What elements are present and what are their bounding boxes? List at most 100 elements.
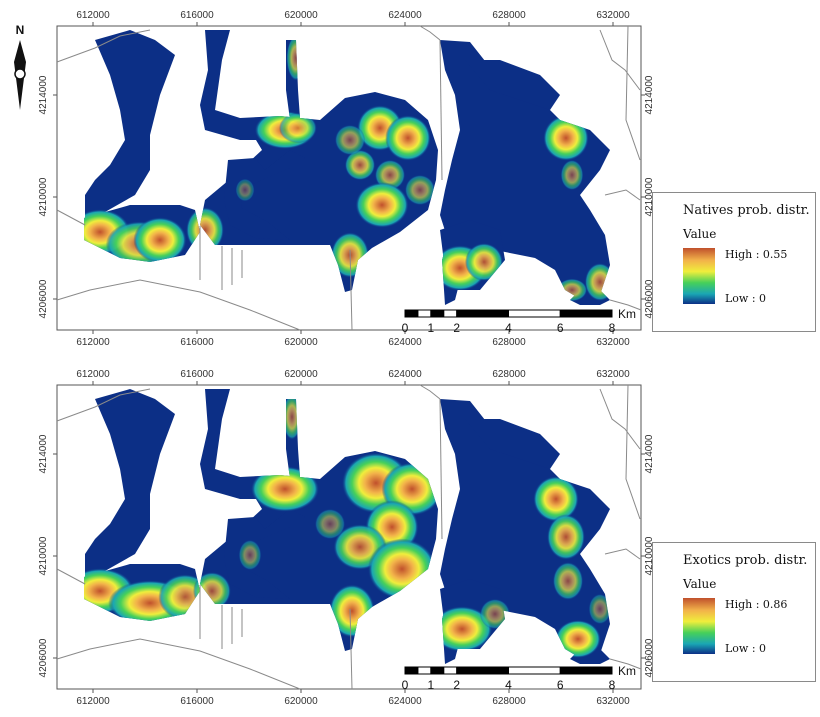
hotspot-15 xyxy=(560,159,584,191)
scale-label: 6 xyxy=(557,321,564,335)
x-tick-label-bottom: 628000 xyxy=(492,337,526,348)
x-tick-label-bottom: 628000 xyxy=(492,696,526,707)
hotspot-14 xyxy=(552,562,584,600)
legend-color-ramp xyxy=(683,248,715,304)
scale-bar: 0 1 2 4 6 8Km xyxy=(402,307,636,335)
scale-segment-1 xyxy=(417,309,432,318)
hotspot-14 xyxy=(543,115,589,161)
y-tick-label-right: 4210000 xyxy=(644,536,655,575)
hotspot-10 xyxy=(355,182,409,228)
north-arrow-icon: N xyxy=(14,23,26,110)
x-tick-label-top: 612000 xyxy=(76,10,110,21)
scale-label: 1 xyxy=(428,321,435,335)
shorelines xyxy=(56,25,642,331)
water-channel-3 xyxy=(224,150,305,240)
shoreline-7 xyxy=(439,398,443,540)
natives-map-panel: 612000 612000 616000 616000 620000 620000 6240… xyxy=(0,0,820,358)
legend-high-label: High : 0.55 xyxy=(725,248,788,261)
shoreline-7 xyxy=(439,39,443,181)
hotspot-12 xyxy=(533,476,579,522)
shoreline-8 xyxy=(599,29,641,91)
hotspot-21 xyxy=(235,178,255,202)
water-channel-6 xyxy=(465,60,560,110)
shoreline-9 xyxy=(625,384,641,520)
shoreline-0 xyxy=(56,29,151,63)
scale-segment-1 xyxy=(417,666,432,675)
hotspot-7 xyxy=(385,115,431,161)
x-tick-label-top: 616000 xyxy=(180,10,214,21)
legend-title: Natives prob. distr. xyxy=(683,203,810,218)
hotspot-8 xyxy=(344,149,376,181)
y-tick-label-left: 4210000 xyxy=(38,536,49,575)
y-tick-label-right: 4210000 xyxy=(644,177,655,216)
exotics-map: 6120006120006160006160006200006200006240… xyxy=(38,369,655,707)
scale-label: 1 xyxy=(428,678,435,692)
y-tick-label-right: 4206000 xyxy=(644,638,655,677)
x-tick-label-bottom: 616000 xyxy=(180,696,214,707)
scale-segment-3 xyxy=(443,309,458,318)
y-tick-label-left: 4214000 xyxy=(38,434,49,473)
x-tick-label-top: 620000 xyxy=(284,10,318,21)
x-tick-label-top: 624000 xyxy=(388,10,422,21)
shoreline-13 xyxy=(609,658,642,670)
natives-legend: Natives prob. distr. Value High : 0.55 L… xyxy=(652,192,816,332)
x-tick-label-bottom: 612000 xyxy=(76,337,110,348)
y-tick-label-left: 4206000 xyxy=(38,638,49,677)
x-tick-label-bottom: 632000 xyxy=(596,337,630,348)
scale-label: 4 xyxy=(505,321,512,335)
shoreline-12 xyxy=(419,384,441,400)
y-tick-label-left: 4210000 xyxy=(38,177,49,216)
scale-segment-5 xyxy=(508,309,561,318)
scale-segment-0 xyxy=(404,309,419,318)
water-channel-0 xyxy=(85,30,175,218)
scale-segment-3 xyxy=(443,666,458,675)
hotspot-19 xyxy=(238,539,262,571)
north-label: N xyxy=(16,23,25,37)
x-tick-label-top: 620000 xyxy=(284,369,318,380)
scale-unit-label: Km xyxy=(618,307,636,321)
scale-label: 4 xyxy=(505,678,512,692)
hotspot-13 xyxy=(547,514,585,560)
exotics-legend: Exotics prob. distr. Value High : 0.86 L… xyxy=(652,542,816,682)
hotspot-16 xyxy=(555,620,601,658)
y-tick-label-left: 4206000 xyxy=(38,279,49,318)
shoreline-6 xyxy=(349,608,353,690)
legend-low-label: Low : 0 xyxy=(725,642,767,655)
legend-low-label: Low : 0 xyxy=(725,292,767,305)
shoreline-10 xyxy=(604,189,641,201)
exotics-map-panel: 612000 612000 616000 616000 620000 620000 6240… xyxy=(0,359,820,717)
x-tick-label-top: 628000 xyxy=(492,369,526,380)
water-channel-0 xyxy=(85,389,175,577)
natives-map: 6120006120006160006160006200006200006240… xyxy=(14,10,655,348)
scale-segment-5 xyxy=(508,666,561,675)
hotspot-17 xyxy=(479,598,511,630)
north-arrow-circle xyxy=(14,68,26,80)
y-tick-label-right: 4214000 xyxy=(644,75,655,114)
x-tick-label-top: 616000 xyxy=(180,369,214,380)
scale-segment-4 xyxy=(456,309,509,318)
scale-segment-6 xyxy=(559,666,613,675)
hotspot-17 xyxy=(465,243,503,281)
x-tick-label-bottom: 624000 xyxy=(388,696,422,707)
scale-label: 0 xyxy=(402,321,409,335)
x-tick-label-top: 632000 xyxy=(596,10,630,21)
hotspot-20 xyxy=(588,593,610,625)
legend-color-ramp xyxy=(683,598,715,654)
scale-segment-4 xyxy=(456,666,509,675)
scale-bar: 0 1 2 4 6 8Km xyxy=(402,664,636,692)
scale-label: 0 xyxy=(402,678,409,692)
axis-ticks: 6120006120006160006160006200006200006240… xyxy=(38,369,655,707)
shoreline-11 xyxy=(56,638,301,690)
scale-label: 2 xyxy=(453,321,460,335)
hotspot-11 xyxy=(314,508,346,540)
scale-segment-2 xyxy=(430,666,445,675)
shoreline-6 xyxy=(349,249,353,331)
legend-title: Exotics prob. distr. xyxy=(683,553,808,568)
legend-subtitle: Value xyxy=(683,227,717,241)
hotspot-13 xyxy=(334,124,366,156)
shorelines xyxy=(56,384,642,690)
shoreline-13 xyxy=(609,299,642,311)
shoreline-10 xyxy=(604,548,641,560)
x-tick-label-bottom: 624000 xyxy=(388,337,422,348)
x-tick-label-bottom: 620000 xyxy=(284,337,318,348)
